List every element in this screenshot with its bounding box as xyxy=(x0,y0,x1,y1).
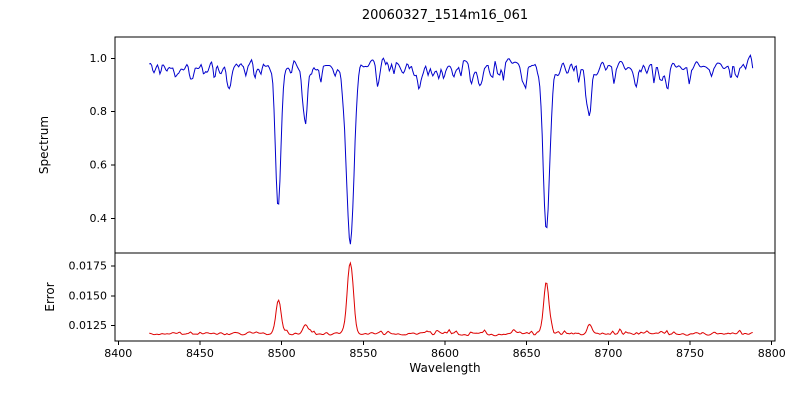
y-tick-label: 0.0125 xyxy=(69,319,108,332)
spectrum-line xyxy=(149,54,754,245)
axes-frame xyxy=(114,36,776,254)
y-tick-label: 0.0150 xyxy=(69,289,108,302)
y-tick-label: 0.0175 xyxy=(69,260,108,273)
y-tick-label: 0.8 xyxy=(90,105,108,118)
x-tick-label: 8500 xyxy=(268,347,296,360)
x-tick-label: 8400 xyxy=(104,347,132,360)
chart-title: 20060327_1514m16_061 xyxy=(361,8,529,23)
x-tick-label: 8450 xyxy=(186,347,214,360)
axes-frame xyxy=(114,252,776,342)
x-tick-label: 8800 xyxy=(758,347,786,360)
x-tick-label: 8700 xyxy=(594,347,622,360)
x-tick-label: 8600 xyxy=(431,347,459,360)
y-tick-label: 0.4 xyxy=(90,212,108,225)
x-tick-label: 8550 xyxy=(349,347,377,360)
error-line xyxy=(149,261,753,337)
x-tick-label: 8650 xyxy=(513,347,541,360)
y-tick-label: 0.6 xyxy=(90,159,108,172)
x-axis-label: Wavelength xyxy=(409,361,481,375)
x-tick-label: 8750 xyxy=(676,347,704,360)
y-tick-label: 1.0 xyxy=(90,52,108,65)
